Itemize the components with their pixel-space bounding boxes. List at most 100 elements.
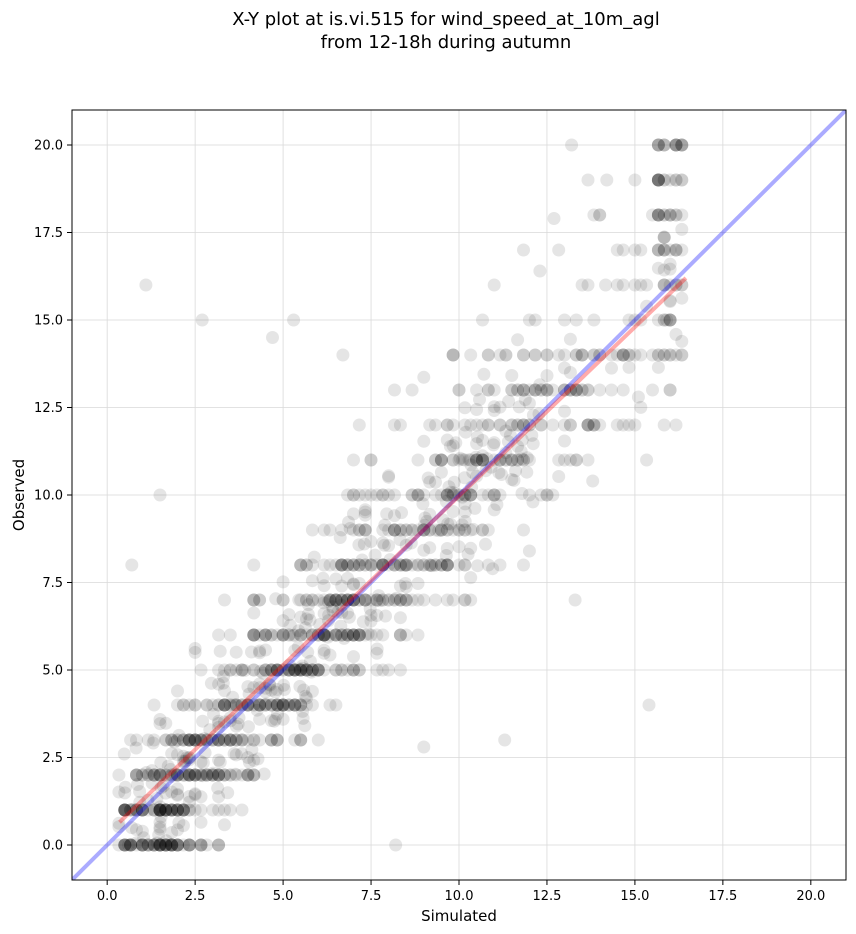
data-point	[429, 488, 442, 502]
data-point	[476, 453, 489, 467]
data-point	[145, 776, 159, 790]
data-point	[180, 751, 194, 765]
data-point	[130, 803, 143, 817]
data-point	[423, 418, 437, 432]
data-point	[388, 593, 401, 607]
data-point	[587, 418, 601, 432]
data-point	[352, 558, 366, 572]
data-point	[124, 733, 138, 747]
data-point	[253, 698, 267, 712]
data-point	[223, 714, 237, 728]
data-point	[376, 593, 390, 607]
data-point	[487, 488, 501, 502]
data-point	[552, 348, 566, 362]
data-point	[376, 558, 390, 572]
data-point	[196, 756, 210, 770]
data-point	[124, 838, 138, 852]
data-point	[442, 480, 456, 494]
data-point	[622, 348, 636, 362]
data-point	[165, 768, 179, 782]
data-point	[141, 768, 155, 782]
data-point	[203, 723, 217, 737]
data-point	[171, 768, 184, 782]
data-point	[358, 505, 372, 519]
data-point	[487, 488, 501, 502]
data-point	[241, 698, 255, 712]
data-point	[458, 471, 471, 485]
data-point	[558, 434, 571, 448]
data-point	[347, 628, 360, 642]
data-point	[294, 663, 308, 677]
data-point	[125, 821, 139, 835]
data-point	[118, 803, 132, 817]
data-point	[458, 401, 472, 415]
data-point	[176, 803, 190, 817]
data-point	[188, 768, 202, 782]
data-point	[651, 138, 665, 152]
data-point	[311, 663, 325, 677]
data-point	[347, 628, 360, 642]
data-point	[439, 495, 453, 508]
data-point	[481, 383, 495, 397]
data-point	[329, 593, 343, 607]
data-point	[446, 488, 460, 502]
data-point	[153, 768, 167, 782]
data-point	[540, 383, 554, 397]
data-point	[505, 453, 519, 467]
data-point	[663, 295, 677, 308]
data-point	[511, 383, 525, 397]
data-point	[575, 383, 589, 397]
data-point	[399, 558, 413, 572]
data-point	[317, 558, 331, 572]
data-point	[447, 475, 461, 489]
data-point	[188, 733, 202, 747]
data-point	[341, 558, 355, 572]
data-point	[212, 768, 226, 782]
data-point	[657, 138, 671, 152]
data-point	[321, 595, 335, 609]
data-point	[446, 523, 460, 537]
data-point	[490, 498, 504, 511]
data-point	[171, 684, 184, 698]
data-point	[264, 628, 278, 642]
data-point	[335, 628, 349, 642]
data-point	[288, 663, 302, 677]
data-point	[229, 733, 243, 747]
data-point	[118, 786, 132, 800]
x-tick-label: 5.0	[273, 889, 294, 904]
data-point	[669, 173, 683, 187]
data-point	[288, 663, 302, 677]
data-point	[347, 488, 360, 502]
data-point	[505, 383, 519, 397]
data-point	[282, 663, 296, 677]
data-point	[593, 418, 607, 432]
data-point	[253, 681, 267, 695]
data-point	[288, 663, 302, 677]
data-point	[411, 523, 425, 537]
data-point	[135, 803, 149, 817]
data-point	[499, 424, 513, 438]
data-point	[200, 698, 214, 712]
data-point	[376, 488, 390, 502]
data-point	[581, 278, 595, 292]
data-point	[364, 628, 378, 642]
data-point	[223, 768, 237, 782]
x-tick-label: 2.5	[185, 889, 206, 904]
data-point	[198, 746, 212, 760]
data-point	[259, 628, 272, 642]
data-point	[464, 488, 478, 502]
data-point	[503, 428, 517, 442]
data-point	[247, 768, 261, 782]
data-point	[663, 294, 677, 308]
data-point	[476, 418, 489, 432]
data-point	[194, 768, 208, 782]
data-point	[182, 838, 196, 852]
data-point	[505, 453, 519, 467]
data-point	[509, 464, 523, 478]
data-point	[546, 418, 560, 432]
data-point	[259, 663, 272, 677]
data-point	[429, 558, 442, 572]
data-point	[235, 733, 249, 747]
data-point	[212, 768, 226, 782]
data-point	[112, 768, 126, 782]
